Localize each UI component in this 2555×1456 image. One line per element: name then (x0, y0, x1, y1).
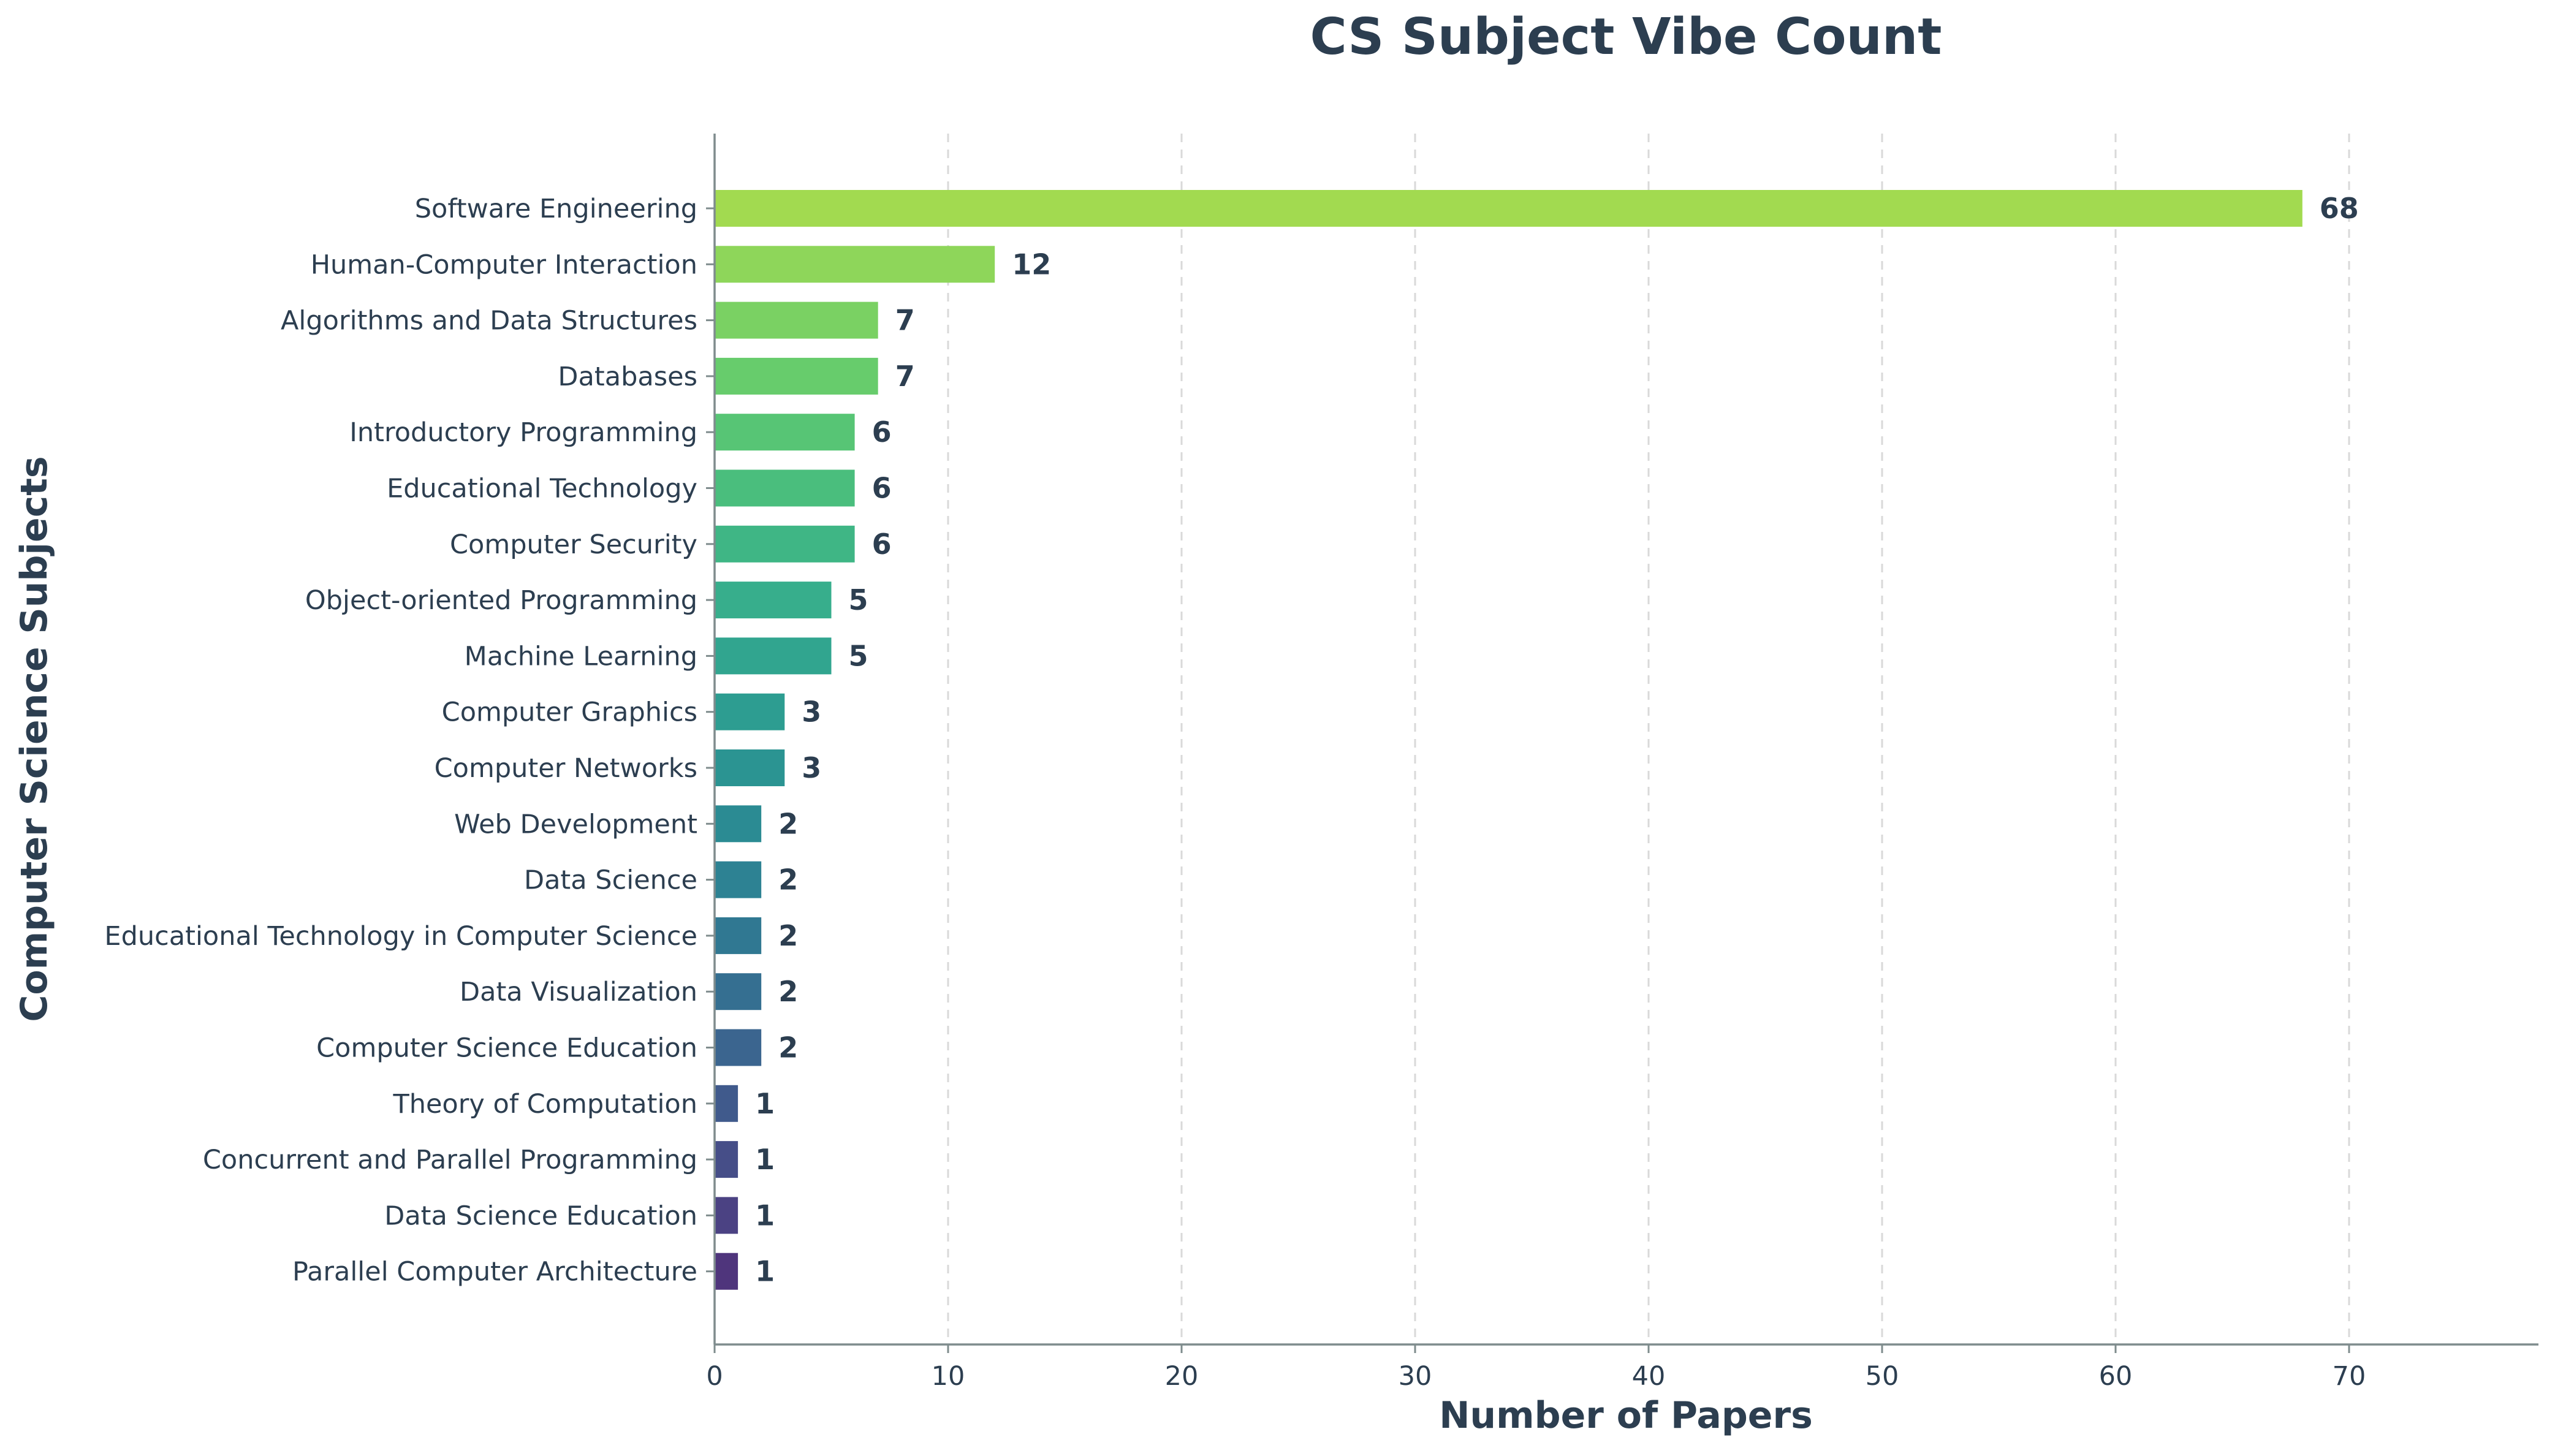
x-tick-label-50: 50 (1866, 1361, 1899, 1392)
value-label-parallel-computer-architecture: 1 (755, 1255, 775, 1288)
x-tick-label-70: 70 (2333, 1361, 2366, 1392)
bar-educational-technology-in-computer-science (715, 917, 762, 954)
value-label-databases: 7 (895, 360, 915, 393)
y-tick-label-machine-learning: Machine Learning (465, 641, 697, 672)
y-tick-label-computer-graphics: Computer Graphics (442, 697, 697, 728)
bar-object-oriented-programming (715, 582, 832, 619)
value-label-human-computer-interaction: 12 (1012, 248, 1051, 281)
x-tick-label-0: 0 (706, 1361, 723, 1392)
y-tick-label-concurrent-and-parallel-programming: Concurrent and Parallel Programming (203, 1145, 697, 1175)
bar-computer-networks (715, 749, 785, 786)
x-tick-label-30: 30 (1399, 1361, 1432, 1392)
value-label-computer-networks: 3 (802, 751, 821, 784)
y-tick-label-computer-networks: Computer Networks (435, 753, 697, 784)
bar-databases (715, 357, 878, 395)
y-tick-label-educational-technology-in-computer-science: Educational Technology in Computer Scien… (104, 921, 697, 952)
value-label-theory-of-computation: 1 (755, 1087, 775, 1120)
value-label-data-science: 2 (778, 863, 798, 897)
y-tick-label-algorithms-and-data-structures: Algorithms and Data Structures (281, 306, 697, 336)
y-tick-label-data-science-education: Data Science Education (384, 1200, 697, 1231)
value-label-web-development: 2 (778, 807, 798, 840)
y-tick-label-computer-science-education: Computer Science Education (316, 1033, 697, 1064)
value-label-educational-technology-in-computer-science: 2 (778, 919, 798, 952)
y-tick-label-object-oriented-programming: Object-oriented Programming (305, 585, 697, 616)
y-tick-label-theory-of-computation: Theory of Computation (392, 1089, 697, 1120)
y-tick-label-educational-technology: Educational Technology (387, 474, 697, 504)
bar-algorithms-and-data-structures (715, 301, 878, 339)
bar-introductory-programming (715, 414, 855, 451)
x-tick-label-60: 60 (2099, 1361, 2133, 1392)
bar-parallel-computer-architecture (715, 1253, 738, 1290)
value-label-educational-technology: 6 (872, 472, 892, 505)
bar-software-engineering (715, 190, 2303, 227)
y-tick-label-data-visualization: Data Visualization (460, 977, 697, 1007)
bar-computer-graphics (715, 693, 785, 730)
bar-web-development (715, 805, 762, 843)
y-tick-label-web-development: Web Development (454, 809, 697, 840)
bar-computer-security (715, 525, 855, 563)
value-label-computer-science-education: 2 (778, 1031, 798, 1064)
bar-educational-technology (715, 469, 855, 507)
bar-computer-science-education (715, 1029, 762, 1066)
y-tick-label-introductory-programming: Introductory Programming (349, 417, 697, 448)
bar-data-science (715, 861, 762, 898)
value-label-software-engineering: 68 (2320, 192, 2359, 225)
bar-concurrent-and-parallel-programming (715, 1141, 738, 1178)
bar-machine-learning (715, 637, 832, 675)
value-label-data-visualization: 2 (778, 975, 798, 1008)
bar-data-science-education (715, 1197, 738, 1234)
y-axis-label: Computer Science Subjects (13, 456, 56, 1022)
value-label-introductory-programming: 6 (872, 415, 892, 449)
x-tick-label-10: 10 (932, 1361, 965, 1392)
y-tick-label-parallel-computer-architecture: Parallel Computer Architecture (292, 1257, 697, 1287)
bars-group (715, 190, 2303, 1290)
value-label-data-science-education: 1 (755, 1199, 775, 1232)
value-label-computer-security: 6 (872, 528, 892, 561)
y-tick-label-human-computer-interaction: Human-Computer Interaction (311, 249, 697, 280)
y-tick-labels-group: Software Engineering Human-Computer Inter… (104, 194, 715, 1287)
value-label-machine-learning: 5 (849, 639, 868, 672)
bar-human-computer-interaction (715, 246, 995, 283)
bar-data-visualization (715, 973, 762, 1010)
value-label-object-oriented-programming: 5 (849, 583, 868, 616)
x-axis-label: Number of Papers (1439, 1394, 1813, 1437)
x-tick-label-20: 20 (1165, 1361, 1199, 1392)
y-tick-label-databases: Databases (558, 362, 697, 392)
chart-title: CS Subject Vibe Count (1310, 8, 1942, 66)
x-tick-label-40: 40 (1632, 1361, 1666, 1392)
y-tick-label-data-science: Data Science (524, 865, 697, 896)
bar-theory-of-computation (715, 1085, 738, 1122)
value-label-concurrent-and-parallel-programming: 1 (755, 1143, 775, 1176)
value-label-computer-graphics: 3 (802, 696, 821, 729)
grid-lines (947, 134, 2350, 1344)
value-label-algorithms-and-data-structures: 7 (895, 304, 915, 337)
y-tick-label-computer-security: Computer Security (450, 529, 697, 560)
y-tick-label-software-engineering: Software Engineering (415, 194, 697, 224)
x-tick-labels-group: 0 10 20 30 40 50 60 70 (706, 1344, 2366, 1392)
